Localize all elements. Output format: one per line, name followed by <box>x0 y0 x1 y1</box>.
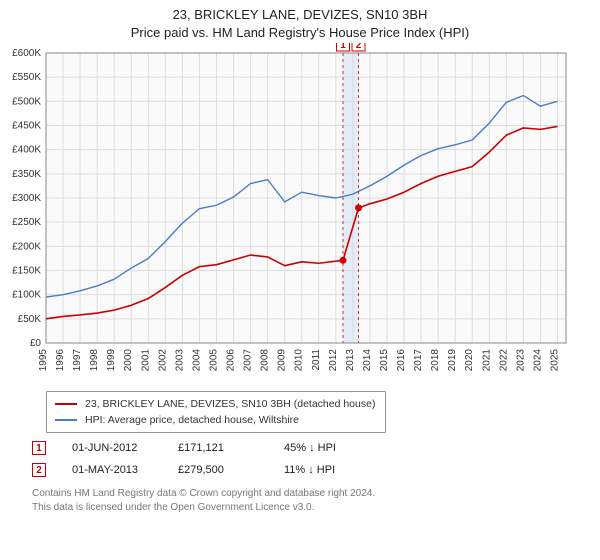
sales-row: 2 01-MAY-2013 £279,500 11% ↓ HPI <box>32 459 600 481</box>
svg-text:2013: 2013 <box>345 349 356 372</box>
footer-line-2: This data is licensed under the Open Gov… <box>32 501 600 515</box>
svg-text:2022: 2022 <box>498 349 509 372</box>
svg-text:£200K: £200K <box>12 241 41 252</box>
svg-text:2023: 2023 <box>515 349 526 372</box>
svg-text:2003: 2003 <box>174 349 185 372</box>
svg-text:£500K: £500K <box>12 96 41 107</box>
sale-marker-num: 1 <box>36 443 42 454</box>
sales-table: 1 01-JUN-2012 £171,121 45% ↓ HPI 2 01-MA… <box>32 437 600 481</box>
footer-line-1: Contains HM Land Registry data © Crown c… <box>32 487 600 501</box>
svg-text:2011: 2011 <box>311 349 322 371</box>
svg-text:£0: £0 <box>30 338 42 349</box>
svg-text:2024: 2024 <box>532 349 543 372</box>
svg-text:£150K: £150K <box>12 266 41 277</box>
title-line-2: Price paid vs. HM Land Registry's House … <box>0 24 600 42</box>
svg-text:1998: 1998 <box>89 349 100 372</box>
svg-text:2019: 2019 <box>447 349 458 372</box>
svg-text:2010: 2010 <box>294 349 305 372</box>
legend-swatch-hpi <box>55 419 77 421</box>
sales-row: 1 01-JUN-2012 £171,121 45% ↓ HPI <box>32 437 600 459</box>
legend-label: HPI: Average price, detached house, Wilt… <box>85 414 299 426</box>
svg-text:2: 2 <box>356 43 362 51</box>
chart-title-block: 23, BRICKLEY LANE, DEVIZES, SN10 3BH Pri… <box>0 0 600 43</box>
sale-marker-num: 2 <box>36 465 42 476</box>
legend-row: 23, BRICKLEY LANE, DEVIZES, SN10 3BH (de… <box>55 396 377 412</box>
chart-svg: £0 £50K £100K £150K £200K £250K £300K £350K £400… <box>0 43 574 385</box>
svg-text:2005: 2005 <box>208 349 219 372</box>
svg-text:2025: 2025 <box>549 349 560 372</box>
svg-text:1999: 1999 <box>106 349 117 372</box>
legend-label: 23, BRICKLEY LANE, DEVIZES, SN10 3BH (de… <box>85 398 375 410</box>
sale-diff: 45% ↓ HPI <box>284 442 364 454</box>
svg-text:£550K: £550K <box>12 72 41 83</box>
svg-text:1997: 1997 <box>72 349 83 372</box>
svg-text:2000: 2000 <box>123 349 134 372</box>
legend-swatch-property <box>55 403 77 405</box>
svg-text:£400K: £400K <box>12 145 41 156</box>
sale-marker-icon: 2 <box>32 463 46 477</box>
svg-text:2017: 2017 <box>413 349 424 372</box>
svg-text:2021: 2021 <box>481 349 492 372</box>
chart: £0 £50K £100K £150K £200K £250K £300K £350K £400… <box>0 43 600 385</box>
sale-marker-icon: 1 <box>32 441 46 455</box>
svg-text:1995: 1995 <box>38 349 49 372</box>
svg-text:£300K: £300K <box>12 193 41 204</box>
svg-text:2018: 2018 <box>430 349 441 372</box>
svg-text:2012: 2012 <box>328 349 339 372</box>
svg-text:2014: 2014 <box>362 349 373 372</box>
svg-text:2015: 2015 <box>379 349 390 372</box>
svg-text:2007: 2007 <box>243 349 254 372</box>
svg-text:2016: 2016 <box>396 349 407 372</box>
svg-text:2006: 2006 <box>226 349 237 372</box>
sale-date: 01-MAY-2013 <box>72 464 152 476</box>
svg-text:£50K: £50K <box>18 314 42 325</box>
svg-text:2001: 2001 <box>140 349 151 372</box>
svg-text:2020: 2020 <box>464 349 475 372</box>
svg-text:2009: 2009 <box>277 349 288 372</box>
sale-price: £171,121 <box>178 442 258 454</box>
svg-text:£250K: £250K <box>12 217 41 228</box>
svg-text:2004: 2004 <box>191 349 202 372</box>
svg-text:£600K: £600K <box>12 48 41 59</box>
sale-price: £279,500 <box>178 464 258 476</box>
svg-text:2008: 2008 <box>260 349 271 372</box>
svg-text:£100K: £100K <box>12 290 41 301</box>
svg-text:2002: 2002 <box>157 349 168 372</box>
svg-text:£350K: £350K <box>12 169 41 180</box>
svg-text:1996: 1996 <box>55 349 66 372</box>
title-line-1: 23, BRICKLEY LANE, DEVIZES, SN10 3BH <box>0 6 600 24</box>
svg-text:1: 1 <box>340 43 346 51</box>
legend-row: HPI: Average price, detached house, Wilt… <box>55 412 377 428</box>
svg-text:£450K: £450K <box>12 121 41 132</box>
legend: 23, BRICKLEY LANE, DEVIZES, SN10 3BH (de… <box>46 391 386 433</box>
sale-date: 01-JUN-2012 <box>72 442 152 454</box>
sale-diff: 11% ↓ HPI <box>284 464 364 476</box>
footer: Contains HM Land Registry data © Crown c… <box>32 487 600 515</box>
